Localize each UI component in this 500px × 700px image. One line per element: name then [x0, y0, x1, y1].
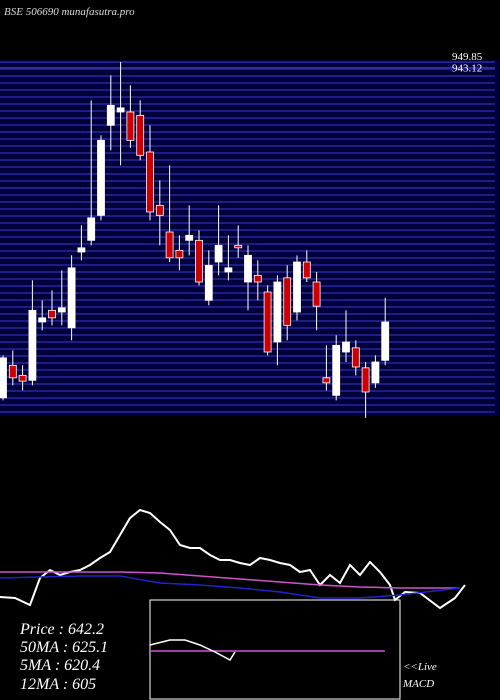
candle-body: [351, 347, 360, 368]
candle-body: [195, 239, 203, 283]
candle-body: [18, 374, 27, 382]
annotation: 50MA : 625.1: [20, 639, 108, 656]
candle-body: [165, 231, 174, 259]
candle-body: [204, 264, 213, 301]
candle-body: [38, 317, 47, 323]
candle-body: [263, 291, 272, 353]
candle-body: [146, 151, 154, 213]
chart-title: BSE 506690 munafasutra.pro: [4, 6, 135, 18]
plot-area: [0, 60, 500, 416]
candle-body: [302, 261, 311, 279]
candle-body: [77, 247, 86, 253]
candle-body: [67, 267, 76, 329]
candle-body: [342, 341, 350, 353]
y-tick-label: 949.85: [452, 51, 483, 63]
candle-body: [136, 114, 145, 156]
candle-body: [332, 344, 341, 396]
indicator-line: [149, 639, 236, 661]
candle-body: [214, 244, 223, 263]
candle-body: [97, 139, 105, 216]
annotation: 5MA : 620.4: [20, 657, 100, 674]
candle-body: [28, 309, 37, 381]
candle-body: [234, 244, 243, 249]
candle-body: [8, 364, 17, 379]
candle-body: [155, 204, 164, 216]
candle-body: [224, 267, 233, 273]
macd-box: [149, 599, 401, 700]
candle-body: [0, 357, 7, 399]
candle-body: [253, 274, 262, 283]
candle-body: [175, 249, 184, 259]
candle-body: [283, 277, 292, 326]
candle-body: [273, 281, 282, 343]
annotation: 12MA : 605: [20, 676, 96, 693]
indicator-line: [0, 571, 460, 589]
candle-body: [244, 254, 252, 283]
annotation: Price : 642.2: [19, 621, 104, 638]
candle-body: [87, 217, 96, 241]
candle-body: [322, 377, 331, 384]
indicator-line: [0, 508, 466, 610]
candle-body: [126, 111, 135, 141]
candle-body: [381, 321, 390, 361]
y-tick-label: 943.12: [452, 63, 482, 75]
candle-body: [312, 281, 321, 307]
candle-body: [116, 107, 125, 113]
annotation: MACD: [402, 678, 434, 690]
candle-body: [106, 104, 115, 126]
candle-body: [293, 261, 301, 313]
candle-body: [371, 361, 380, 384]
indicator-line: [0, 575, 461, 599]
annotation: <<Live: [403, 661, 437, 673]
candle-body: [57, 307, 66, 313]
candle-body: [361, 367, 370, 393]
candle-body: [48, 309, 56, 319]
candle-body: [185, 234, 194, 241]
